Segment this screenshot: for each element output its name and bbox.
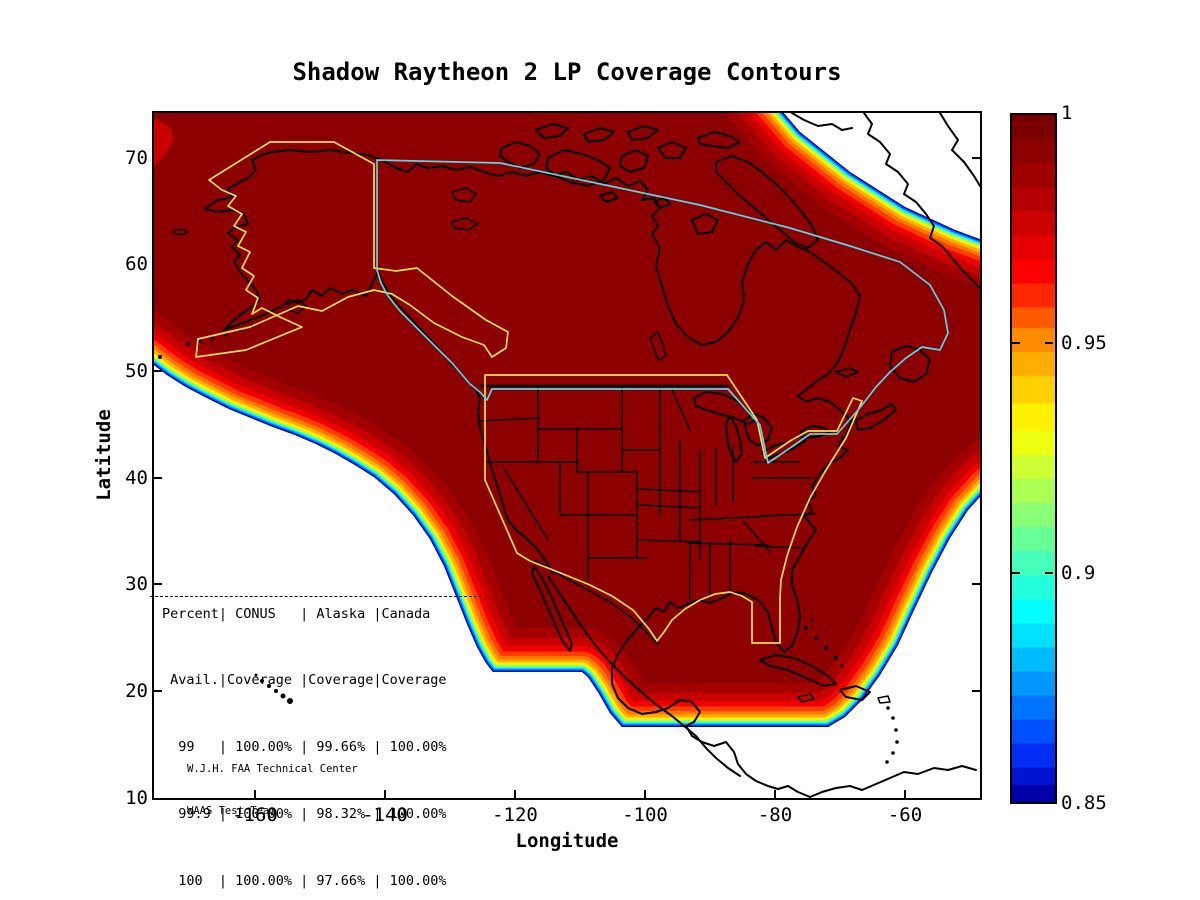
border-us-mexico: [535, 560, 659, 645]
coverage-table-header-2: Avail.|Coverage |Coverage|Coverage: [162, 672, 447, 689]
colorbar-tick-095-right: [1045, 342, 1053, 344]
xtick-n140: -140: [362, 804, 408, 826]
lake-great-slave: [451, 217, 479, 231]
lake-great-bear: [451, 187, 477, 203]
island-bathurst: [583, 127, 615, 143]
island-baffin: [715, 155, 819, 249]
ellesmere-coast: [791, 113, 853, 131]
credit-line-2: WAAS Test Team: [187, 805, 276, 817]
lake-superior: [693, 391, 757, 425]
colorbar-label-1: 1: [1061, 102, 1073, 124]
colorbar-label-09: 0.9: [1061, 562, 1096, 584]
credit-line-1: W.J.H. FAA Technical Center: [187, 763, 358, 775]
xtick-n160: -160: [232, 804, 278, 826]
xtick-n120: -120: [492, 804, 538, 826]
coast-arctic-hudson: [367, 154, 861, 425]
service-volume-yellow: [195, 141, 863, 644]
greenland-inner-coast: [939, 113, 980, 187]
coast-east-gulf-caribbean: [611, 419, 977, 798]
yellow-alaska-boundary: [195, 141, 509, 358]
lake-michigan: [725, 415, 743, 463]
title-line-1: Shadow Raytheon 2 LP Coverage Contours: [292, 58, 842, 86]
ytick-60: 60: [125, 253, 148, 275]
island-prince-of-wales: [619, 149, 649, 173]
island-kodiak: [287, 299, 307, 314]
lake-ontario: [799, 425, 831, 439]
island-somerset: [657, 141, 687, 159]
ytick-50: 50: [125, 360, 148, 382]
xtick-n100: -100: [622, 804, 668, 826]
ytick-70: 70: [125, 147, 148, 169]
xtick-n80: -80: [757, 804, 793, 826]
colorbar-label-085: 0.85: [1061, 792, 1107, 814]
ytick-10: 10: [125, 787, 148, 809]
coverage-table: Percent| CONUS | Alaska |Canada Avail.|C…: [162, 558, 446, 900]
coverage-table-header-1: Percent| CONUS | Alaska |Canada: [162, 605, 431, 622]
island-cuba: [759, 654, 837, 687]
island-southampton: [691, 213, 719, 235]
coast-pacific: [377, 271, 554, 574]
lake-huron: [743, 413, 773, 447]
greenland-west-coast: [863, 113, 980, 289]
y-axis-label: Latitude: [93, 409, 115, 501]
island-puerto-rico: [877, 695, 891, 704]
cyan-canada-boundary: [376, 159, 949, 464]
island-small-1: [653, 197, 671, 209]
state-borders: [477, 385, 816, 601]
ytick-30: 30: [125, 573, 148, 595]
xtick-n60: -60: [887, 804, 923, 826]
ytick-40: 40: [125, 467, 148, 489]
island-small-2: [599, 191, 619, 203]
coverage-table-row-100: 100 | 100.00% | 97.66% | 100.00%: [162, 873, 447, 890]
island-anticosti: [835, 367, 859, 378]
x-axis-label: Longitude: [515, 830, 619, 852]
colorbar-label-095: 0.95: [1061, 332, 1107, 354]
island-cornwallis: [627, 125, 659, 141]
coast-mexico-pacific: [547, 575, 741, 777]
yellow-conus-boundary: [484, 374, 863, 644]
coverage-table-row-999: 99.9 | 100.00% | 98.32% | 100.00%: [162, 806, 447, 823]
lake-erie: [761, 435, 807, 459]
contour-step-patch: [154, 118, 174, 167]
island-st-lawrence: [172, 228, 188, 236]
colorbar-tick-090-right: [1045, 572, 1053, 574]
colorbar: [1010, 113, 1057, 804]
island-hispaniola: [839, 685, 871, 701]
island-melville: [535, 123, 569, 139]
colorbar-tick-090-left: [1012, 572, 1020, 574]
credit-annotation: W.J.H. FAA Technical Center WAAS Test Te…: [187, 734, 358, 846]
island-banks: [499, 141, 541, 169]
nova-scotia: [855, 403, 897, 431]
colorbar-tick-095-left: [1012, 342, 1020, 344]
island-jamaica: [797, 693, 815, 703]
ytick-20: 20: [125, 680, 148, 702]
table-separator: [150, 596, 482, 597]
coverage-table-row-99: 99 | 100.00% | 99.66% | 100.00%: [162, 739, 447, 756]
coast-baja: [531, 565, 573, 652]
coverage-map: [154, 113, 980, 798]
island-devon: [697, 131, 741, 149]
lake-winnipeg: [649, 331, 667, 361]
